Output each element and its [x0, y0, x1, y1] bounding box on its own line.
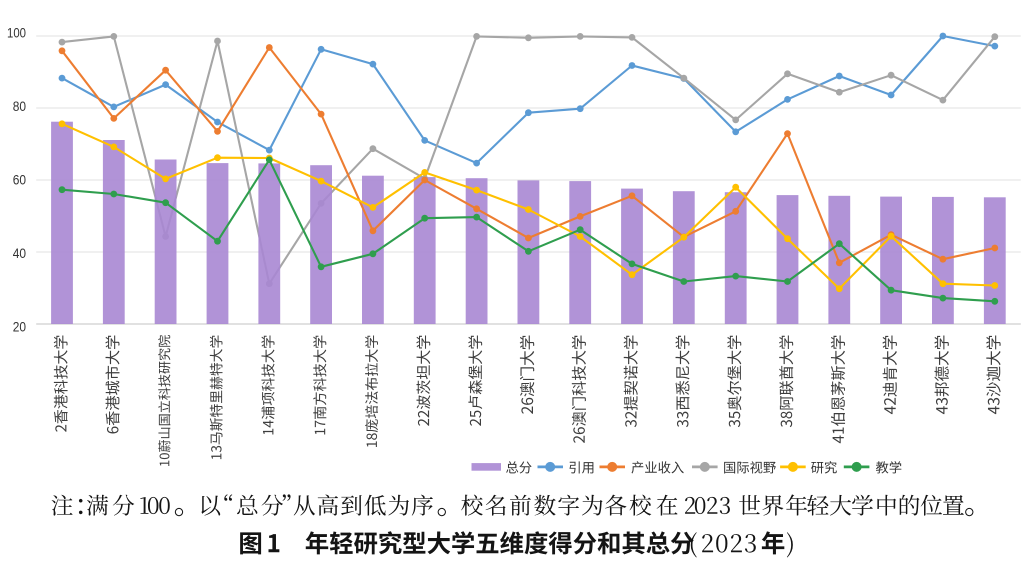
svg-text:40: 40 — [13, 245, 26, 261]
svg-text:80: 80 — [13, 98, 26, 114]
svg-text:60: 60 — [13, 172, 26, 188]
svg-text:20: 20 — [13, 319, 26, 335]
svg-text:100: 100 — [7, 24, 26, 40]
